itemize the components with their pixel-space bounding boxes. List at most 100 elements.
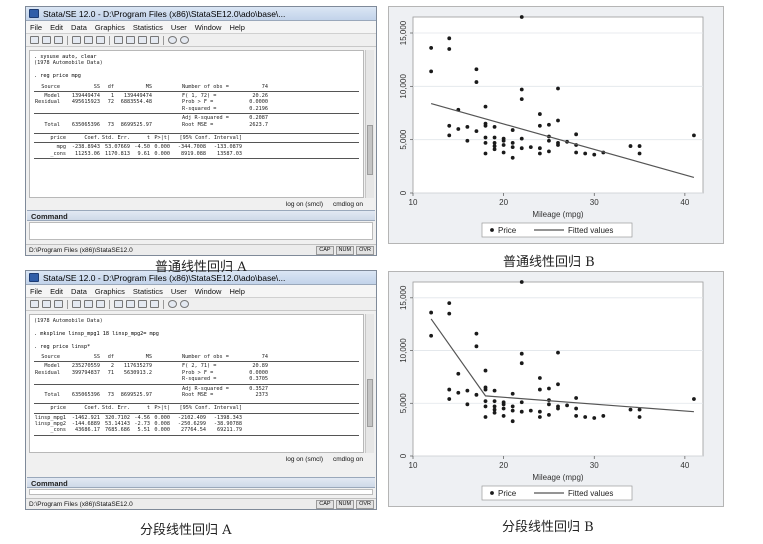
log-icon[interactable] — [72, 300, 81, 308]
plot-area — [412, 281, 704, 457]
data-browser-icon[interactable] — [138, 36, 147, 44]
menu-help[interactable]: Help — [229, 286, 245, 296]
data-point — [592, 416, 597, 420]
menu-data[interactable]: Data — [71, 22, 87, 32]
coef-cell: 320.7102 — [105, 414, 130, 421]
fit-stat-value: 2623.7 — [249, 121, 268, 128]
anova-cell: Model — [44, 92, 60, 99]
coef-cell: 1170.813 — [105, 150, 130, 157]
data-point — [483, 368, 488, 373]
menu-help[interactable]: Help — [229, 22, 245, 32]
more-icon[interactable] — [168, 36, 177, 44]
variables-manager-icon[interactable] — [150, 300, 159, 308]
data-point — [492, 135, 497, 140]
plot-area — [412, 16, 704, 194]
menu-graphics[interactable]: Graphics — [94, 286, 125, 296]
menu-data[interactable]: Data — [71, 286, 87, 296]
coef-header-cell: Coef. — [84, 405, 100, 412]
log-on-button[interactable]: log on (smcl) — [285, 455, 323, 463]
data-point — [465, 402, 470, 407]
fit-stat-label: F( 1, 72) = — [182, 92, 217, 99]
results-scrollbar[interactable] — [365, 314, 374, 453]
data-point — [483, 104, 488, 109]
open-icon[interactable] — [30, 300, 39, 308]
data-browser-icon[interactable] — [138, 300, 147, 308]
data-point — [556, 350, 560, 355]
menu-statistics[interactable]: Statistics — [132, 22, 163, 32]
menu-window[interactable]: Window — [194, 286, 222, 296]
data-point — [556, 118, 560, 123]
spline-plot-svg: 0 5,000 10,000 15,000 10 20 30 40 Mileage (mpg) P… — [399, 280, 704, 501]
data-editor-icon[interactable] — [126, 300, 135, 308]
save-icon[interactable] — [42, 36, 51, 44]
anova-header-cell: Source — [41, 353, 60, 360]
open-icon[interactable] — [30, 36, 39, 44]
fit-stat-value: 0.2196 — [249, 105, 268, 112]
caption-ols-a: 普通线性回归 A — [155, 260, 247, 275]
toolbar-separator — [109, 299, 110, 309]
menu-file[interactable]: File — [30, 286, 43, 296]
anova-cell: 139449474 — [71, 92, 100, 99]
fit-stat-value: 0.3705 — [249, 376, 268, 383]
data-point — [519, 280, 524, 284]
menu-statistics[interactable]: Statistics — [132, 286, 163, 296]
legend-marker-price — [490, 491, 494, 495]
viewer-icon[interactable] — [84, 36, 93, 44]
menu-edit[interactable]: Edit — [50, 286, 64, 296]
print-icon[interactable] — [54, 36, 63, 44]
toolbar-separator — [163, 299, 164, 309]
title-bar[interactable]: Stata/SE 12.0 - D:\Program Files (x86)\S… — [26, 271, 376, 285]
print-icon[interactable] — [54, 300, 63, 308]
anova-cell: 235270559 — [71, 363, 100, 370]
break-icon[interactable] — [180, 300, 189, 308]
menu-window[interactable]: Window — [194, 22, 222, 32]
data-point — [547, 122, 551, 127]
data-point — [474, 129, 479, 134]
more-icon[interactable] — [168, 300, 177, 308]
results-scrollbar[interactable] — [365, 50, 374, 198]
x-tick-label: 10 — [409, 198, 418, 207]
stata-app-icon — [29, 273, 39, 282]
command-input[interactable] — [29, 222, 373, 240]
anova-header-cell: MS — [145, 83, 152, 90]
cmdlog-on-button[interactable]: cmdlog on — [333, 200, 363, 208]
data-point — [537, 146, 542, 151]
title-bar[interactable]: Stata/SE 12.0 - D:\Program Files (x86)\S… — [26, 7, 376, 21]
coef-cell: -4.56 — [134, 414, 150, 421]
variables-manager-icon[interactable] — [150, 36, 159, 44]
menu-user[interactable]: User — [170, 286, 187, 296]
menu-file[interactable]: File — [30, 22, 43, 32]
menu-graphics[interactable]: Graphics — [94, 22, 125, 32]
data-point — [483, 135, 488, 140]
data-point — [637, 415, 642, 419]
do-file-editor-icon[interactable] — [114, 36, 123, 44]
log-icon[interactable] — [72, 36, 81, 44]
save-icon[interactable] — [42, 300, 51, 308]
viewer-icon[interactable] — [84, 300, 93, 308]
break-icon[interactable] — [180, 36, 189, 44]
menu-user[interactable]: User — [170, 22, 187, 32]
log-on-button[interactable]: log on (smcl) — [285, 200, 323, 208]
data-point — [528, 408, 533, 413]
data-point — [483, 404, 488, 409]
data-point — [429, 46, 434, 50]
data-point — [510, 155, 515, 160]
menu-edit[interactable]: Edit — [50, 22, 64, 32]
cmdlog-on-button[interactable]: cmdlog on — [333, 455, 363, 463]
graph-icon[interactable] — [96, 300, 105, 308]
command-input[interactable] — [29, 489, 373, 495]
coef-cell: -4.50 — [134, 144, 150, 151]
data-point — [583, 415, 588, 419]
data-point — [556, 140, 560, 145]
log-bar: log on (smcl) cmdlog on — [29, 454, 373, 464]
data-point — [474, 331, 479, 336]
scrollbar-thumb[interactable] — [367, 379, 373, 427]
coef-cell: 0.008 — [154, 421, 170, 428]
fit-stat-value: 74 — [261, 353, 268, 360]
do-file-editor-icon[interactable] — [114, 300, 123, 308]
scrollbar-thumb[interactable] — [367, 125, 373, 175]
graph-icon[interactable] — [96, 36, 105, 44]
anova-cell: 635065396 — [71, 391, 100, 398]
data-point — [447, 133, 452, 138]
data-editor-icon[interactable] — [126, 36, 135, 44]
